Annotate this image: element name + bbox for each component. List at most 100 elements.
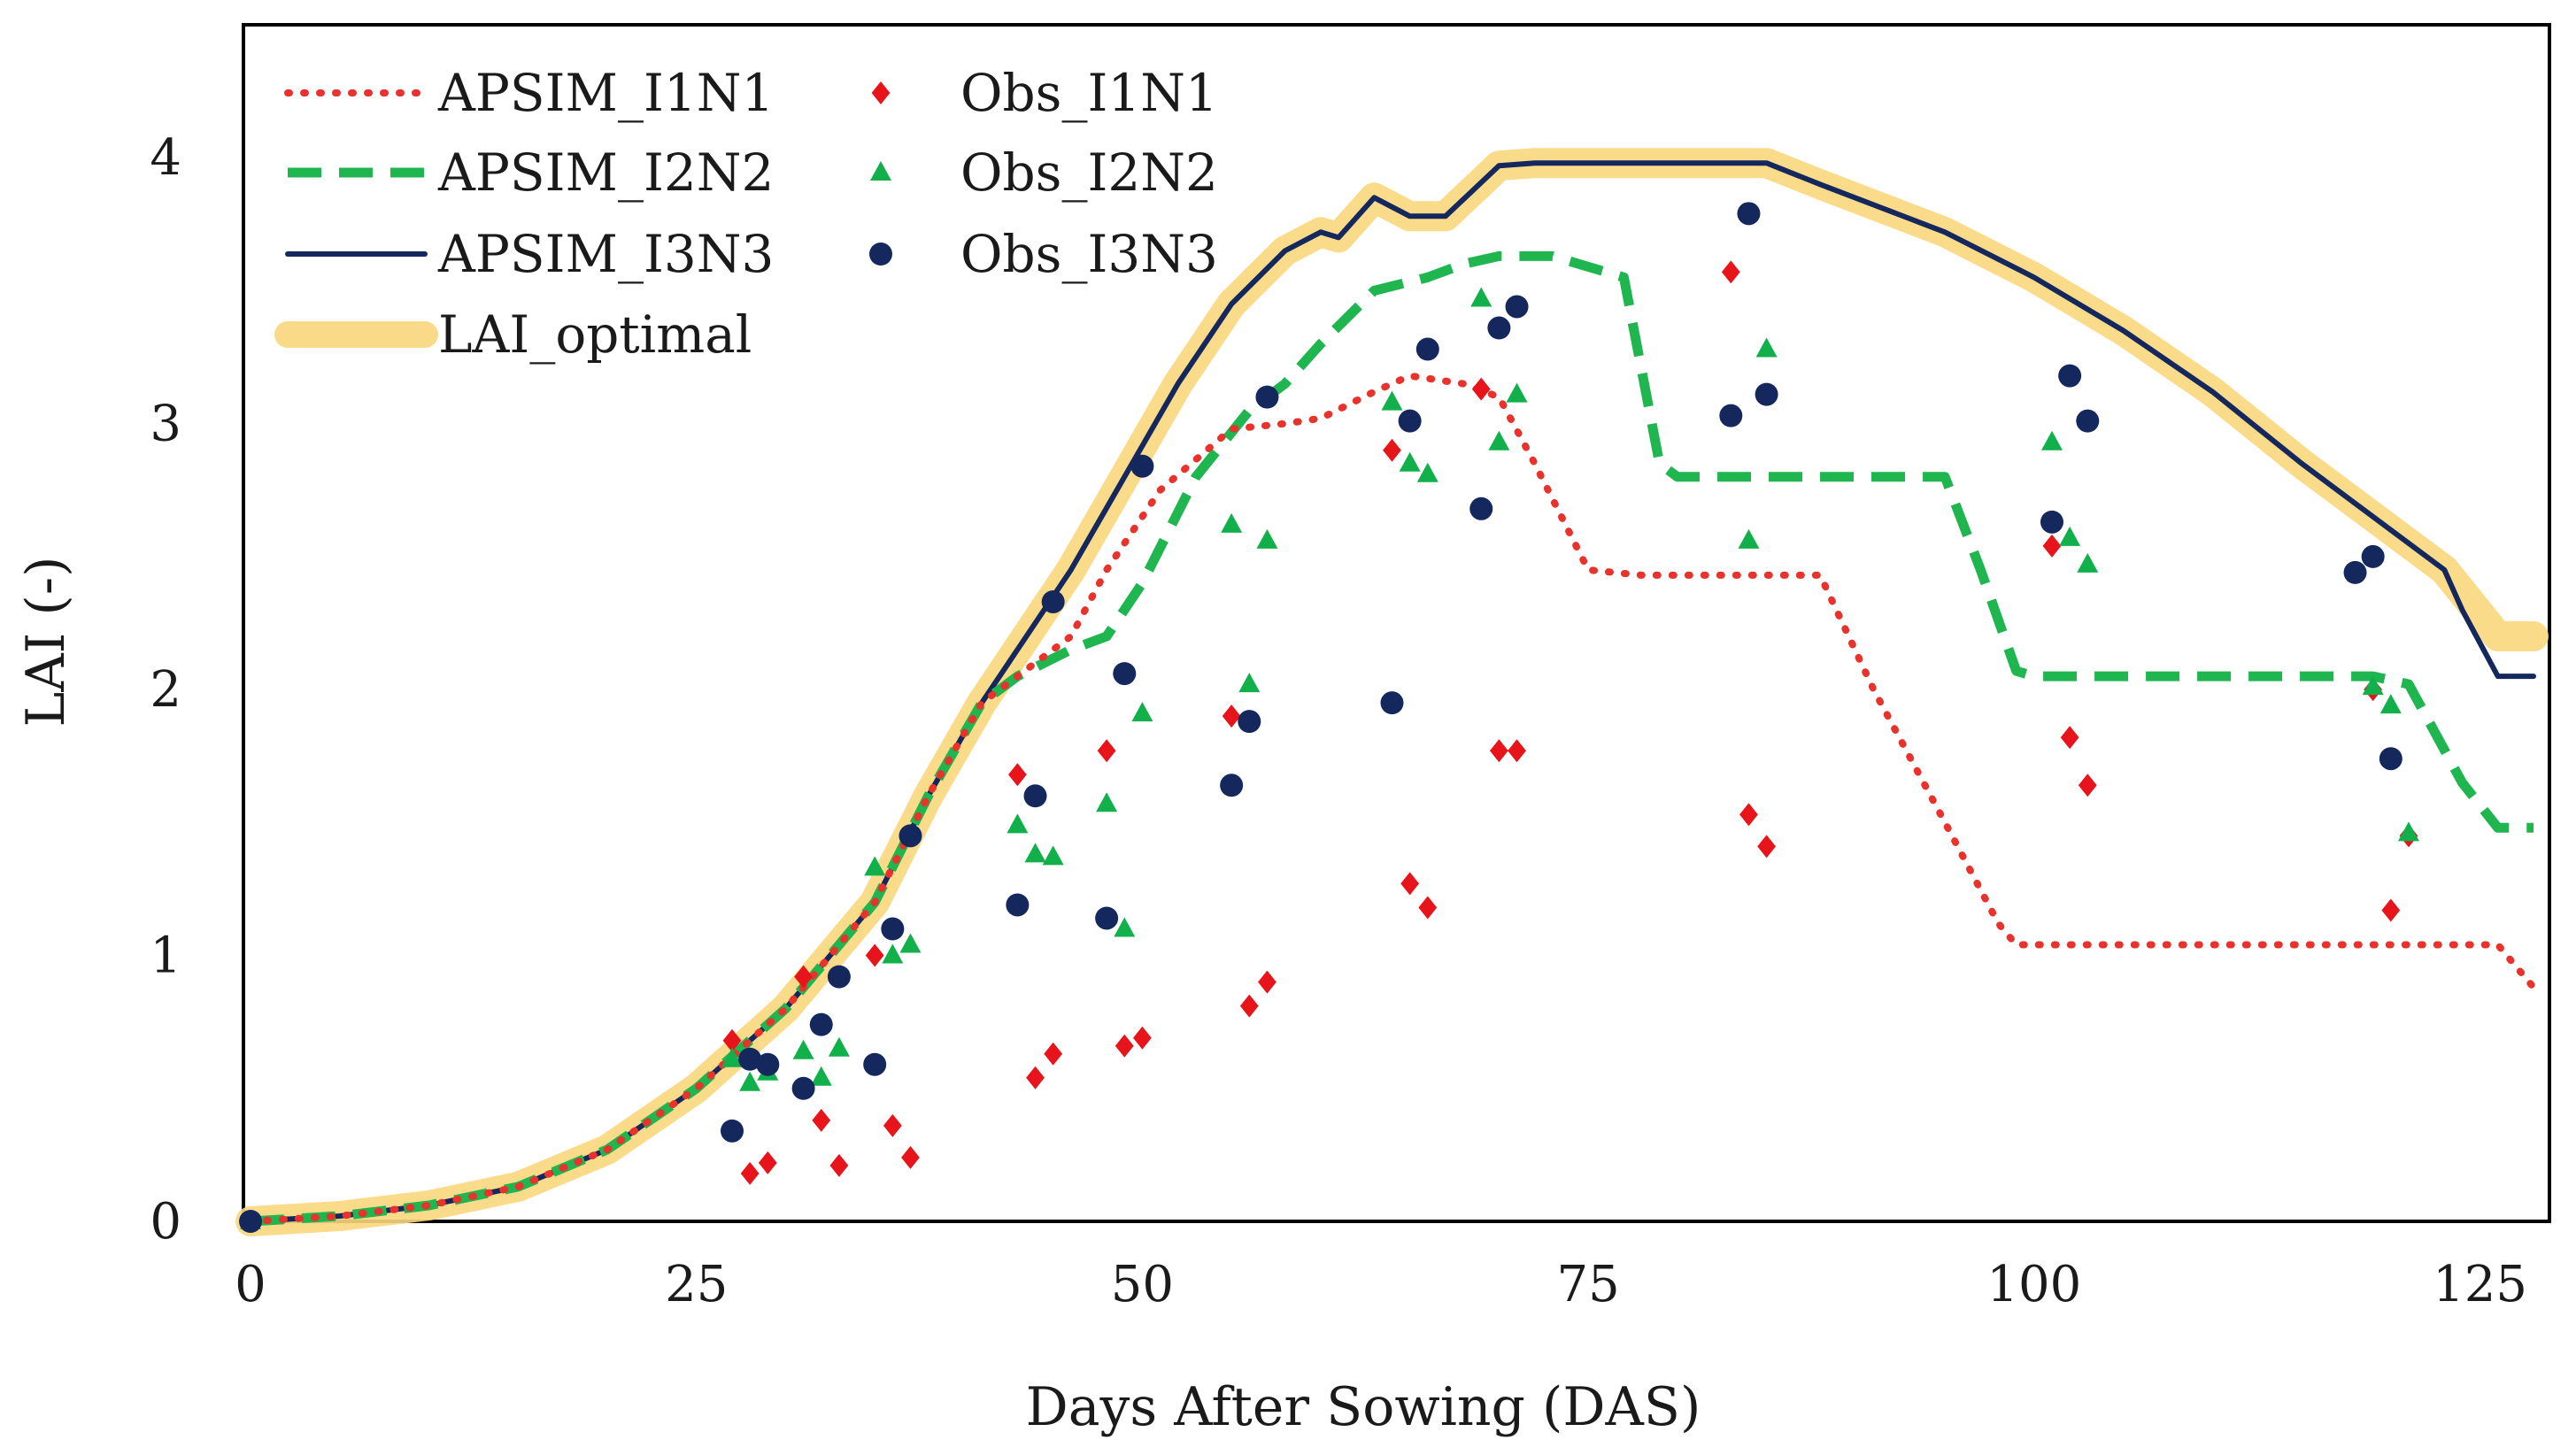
data-point-obs-i2n2 [1238,673,1261,693]
data-point-obs-i3n3 [1238,710,1261,734]
data-point-obs-i2n2 [1256,528,1278,549]
data-point-obs-i1n1 [1418,896,1438,920]
series-layer [235,148,2549,1236]
legend-label-obs-i3n3: Obs_I3N3 [960,224,1218,284]
y-tick-label: 1 [150,928,181,985]
legend-label-apsim-i2n2: APSIM_I2N2 [437,142,774,203]
data-point-obs-i2n2 [1042,845,1064,866]
x-tick-label: 25 [665,1256,728,1313]
data-point-obs-i1n1 [1721,260,1740,284]
data-point-obs-i3n3 [863,1052,887,1076]
data-point-obs-i3n3 [2040,510,2063,534]
legend-swatch-obs-i3n3 [869,242,892,266]
y-tick-label: 2 [150,661,181,719]
marker-layer [239,202,2419,1233]
data-point-obs-i1n1 [812,1108,831,1132]
data-point-obs-i2n2 [1470,287,1492,307]
data-point-obs-i1n1 [1222,704,1241,728]
legend-swatch-obs-i2n2 [870,161,891,181]
data-point-obs-i1n1 [1400,872,1420,896]
data-point-obs-i3n3 [827,965,851,989]
data-point-obs-i3n3 [239,1210,262,1233]
data-point-obs-i3n3 [881,917,905,941]
data-point-obs-i2n2 [899,933,922,953]
data-point-obs-i3n3 [809,1012,833,1036]
data-point-obs-i1n1 [901,1145,920,1169]
data-point-obs-i2n2 [864,856,886,876]
data-point-obs-i3n3 [791,1076,815,1100]
data-point-obs-i2n2 [721,1047,744,1067]
data-point-obs-i1n1 [722,1028,742,1052]
data-point-obs-i1n1 [1471,377,1491,401]
data-point-obs-i1n1 [2078,774,2097,797]
data-point-obs-i2n2 [1738,528,1760,549]
data-point-obs-i1n1 [1739,803,1758,827]
data-point-obs-i1n1 [1114,1034,1134,1058]
data-point-obs-i1n1 [883,1113,902,1137]
y-tick-label: 3 [150,396,181,453]
data-point-obs-i1n1 [1007,763,1027,787]
legend-swatch-obs-i1n1 [871,81,891,104]
data-point-obs-i3n3 [1398,409,1422,433]
data-point-obs-i3n3 [2058,364,2082,388]
data-point-obs-i3n3 [738,1047,762,1071]
data-point-obs-i1n1 [1097,739,1116,763]
legend-label-apsim-i3n3: APSIM_I3N3 [437,224,774,284]
data-point-obs-i3n3 [1469,497,1493,520]
data-point-obs-i2n2 [810,1066,832,1086]
data-point-obs-i3n3 [1255,385,1279,409]
data-point-obs-i1n1 [1489,739,1508,763]
series-points-obs-i1n1 [241,260,2418,1233]
data-point-obs-i1n1 [1258,970,1276,994]
data-point-obs-i3n3 [756,1052,780,1076]
data-point-obs-i2n2 [2379,694,2402,714]
data-point-obs-i3n3 [2379,747,2402,771]
data-point-obs-i2n2 [739,1071,761,1091]
data-point-obs-i2n2 [1131,702,1153,722]
legend-label-apsim-i1n1: APSIM_I1N1 [437,63,774,123]
data-point-obs-i3n3 [1006,893,1030,917]
data-point-obs-i1n1 [865,943,884,967]
data-point-obs-i1n1 [1239,994,1259,1018]
series-points-obs-i2n2 [240,287,2419,1229]
data-point-obs-i3n3 [1505,295,1529,319]
data-point-obs-i1n1 [758,1151,777,1174]
y-tick-label: 4 [150,129,181,187]
data-point-obs-i1n1 [1508,739,1526,763]
data-point-obs-i2n2 [1006,813,1029,834]
data-point-obs-i2n2 [1024,843,1046,863]
data-point-obs-i3n3 [1220,774,1244,797]
data-point-obs-i1n1 [2042,534,2062,558]
data-point-obs-i2n2 [792,1039,814,1059]
data-point-obs-i2n2 [1381,390,1403,411]
data-point-obs-i1n1 [1026,1066,1045,1089]
data-point-obs-i2n2 [1755,337,1778,358]
data-point-obs-i2n2 [1096,792,1118,812]
data-point-obs-i2n2 [1506,382,1528,403]
data-point-obs-i3n3 [2343,560,2367,584]
data-point-obs-i3n3 [2076,409,2100,433]
series-points-obs-i3n3 [239,202,2402,1233]
legend-label-obs-i1n1: Obs_I1N1 [960,63,1218,123]
x-tick-label: 100 [1986,1256,2081,1313]
legend-label-obs-i2n2: Obs_I2N2 [960,142,1218,203]
data-point-obs-i2n2 [1416,462,1438,482]
data-point-obs-i2n2 [1221,512,1243,533]
data-point-obs-i3n3 [721,1119,744,1143]
data-point-obs-i1n1 [1757,835,1777,858]
data-point-obs-i3n3 [1719,404,1743,427]
x-axis-label: Days After Sowing (DAS) [1026,1376,1701,1438]
data-point-obs-i3n3 [1041,589,1065,613]
data-point-obs-i1n1 [829,1153,849,1177]
data-point-obs-i3n3 [1737,202,1761,226]
legend-label-lai-optimal: LAI_optimal [438,304,752,365]
data-point-obs-i3n3 [1380,691,1404,715]
data-point-obs-i2n2 [1488,430,1510,450]
x-tick-label: 125 [2433,1256,2527,1313]
data-point-obs-i3n3 [1487,316,1511,340]
data-point-obs-i2n2 [2077,552,2099,573]
data-point-obs-i2n2 [2362,675,2384,696]
series-line-apsim-i1n1 [247,372,2537,1225]
